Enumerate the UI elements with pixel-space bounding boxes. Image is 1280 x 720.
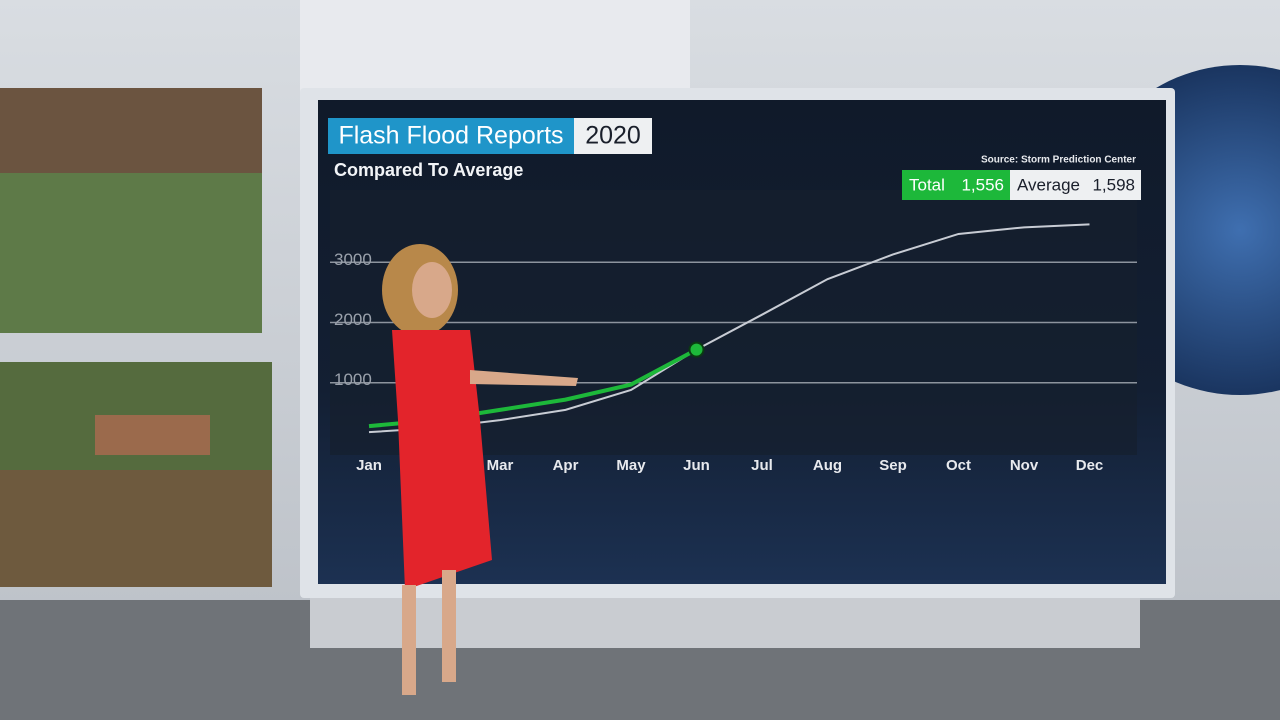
y-tick-label: 1000 [334, 370, 372, 389]
x-tick-label: Dec [1076, 457, 1104, 474]
x-tick-label: Nov [1010, 457, 1039, 474]
x-tick-label: Jul [751, 457, 773, 474]
x-tick-label: Sep [879, 457, 907, 474]
presenter-arm [470, 370, 578, 386]
x-tick-label: Mar [487, 457, 514, 474]
title-box [328, 118, 574, 154]
x-tick-label: Aug [813, 457, 842, 474]
chart-subtitle: Compared To Average [334, 160, 523, 180]
x-tick-label: Jun [683, 457, 710, 474]
photo-wall [0, 88, 262, 173]
building [300, 0, 690, 95]
legend-total: 1,556 [961, 175, 1004, 194]
legend-label: Total [909, 175, 945, 194]
y-tick-label: 2000 [334, 310, 372, 329]
screen-stand [310, 598, 1140, 648]
chart-year: 2020 [585, 122, 641, 150]
series-end-marker [688, 341, 705, 358]
presenter-dress [392, 330, 492, 590]
legend-box [902, 170, 1010, 200]
x-tick-label: Apr [553, 457, 579, 474]
series-line [368, 223, 1090, 434]
chart-title: Flash Flood Reports [338, 122, 563, 150]
legend-total: 1,598 [1092, 175, 1135, 194]
photo-building [95, 415, 210, 455]
flood-water [0, 470, 272, 587]
year-box [574, 118, 652, 154]
x-tick-label: Jan [356, 457, 382, 474]
presenter-leg [402, 585, 416, 695]
y-tick-label: 3000 [334, 250, 372, 269]
presenter-leg [442, 570, 456, 682]
source: Source: Storm Prediction Center [981, 155, 1136, 166]
x-tick-label: May [616, 457, 646, 474]
legend-box [1010, 170, 1141, 200]
presenter-face [412, 262, 452, 318]
legend-label: Average [1017, 175, 1080, 194]
x-tick-label: Oct [946, 457, 971, 474]
presenter [382, 244, 578, 695]
